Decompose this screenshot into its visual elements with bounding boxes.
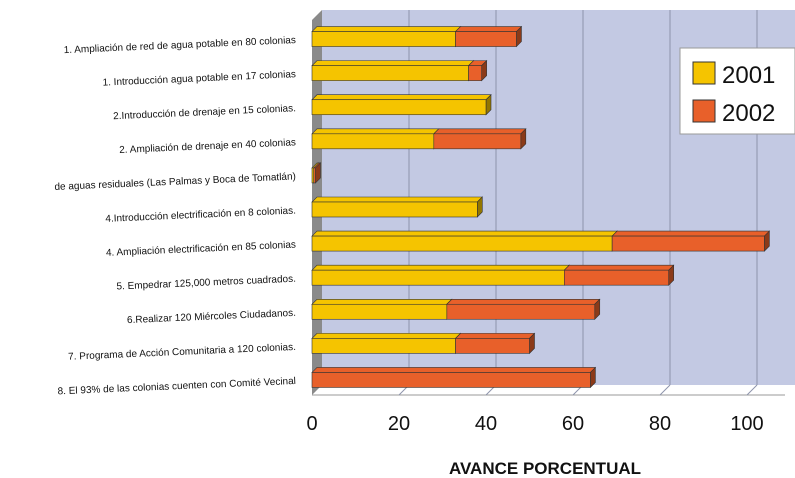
- legend: 2001 2002: [679, 47, 795, 135]
- bars: [311, 25, 771, 389]
- bar-2001-5: [311, 196, 484, 218]
- bar-2001-3: [311, 128, 440, 150]
- gridline-floor: [659, 384, 671, 396]
- x-tick-labels: 0 20 40 60 80 100: [306, 413, 763, 435]
- x-tick-label: 0: [306, 413, 317, 435]
- category-label-6: 4. Ampliación electrificación en 85 colo…: [106, 240, 296, 259]
- category-label-9: 7. Programa de Acción Comunitaria a 120 …: [68, 342, 296, 363]
- category-label-4: de aguas residuales (Las Palmas y Boca d…: [54, 171, 296, 193]
- bar-2001-2: [311, 94, 492, 116]
- category-label-8: 6.Realizar 120 Miércoles Ciudadanos.: [127, 308, 296, 326]
- category-label-10: 8. El 93% de las colonias cuenten con Co…: [57, 376, 296, 397]
- legend-label-2002: 2002: [722, 100, 775, 127]
- bar-2001-8: [311, 298, 453, 320]
- bar-2001-0: [311, 25, 462, 48]
- x-axis-title: AVANCE PORCENTUAL: [449, 459, 641, 478]
- bar-2002-9: [454, 332, 536, 355]
- gridline-floor: [746, 384, 758, 396]
- bar-2002-4: [313, 162, 322, 184]
- category-label-2: 2.Introducción de drenaje en 15 colonias…: [113, 103, 296, 122]
- category-label-5: 4.Introducción electrificación en 8 colo…: [105, 206, 296, 225]
- bar-2002-7: [563, 264, 675, 286]
- category-label-0: 1. Ampliación de red de agua potable en …: [63, 35, 296, 56]
- x-tick-label: 60: [562, 413, 584, 435]
- category-labels: 1. Ampliación de red de agua potable en …: [54, 35, 296, 397]
- x-tick-label: 100: [730, 413, 763, 435]
- legend-label-2001: 2001: [722, 62, 775, 89]
- bar-2001-1: [311, 59, 475, 82]
- category-label-7: 5. Empedrar 125,000 metros cuadrados.: [116, 274, 296, 293]
- x-tick-label: 80: [649, 413, 671, 435]
- bar-2001-9: [311, 332, 462, 355]
- bar-2002-8: [446, 298, 601, 320]
- bar-2001-7: [311, 264, 571, 286]
- bar-2002-10: [311, 366, 597, 389]
- category-label-3: 2. Ampliación de drenaje en 40 colonias: [119, 137, 296, 156]
- bar-2002-0: [454, 25, 523, 48]
- bar-2002-6: [611, 230, 771, 252]
- legend-swatch-2002: [692, 99, 716, 123]
- x-tick-label: 40: [475, 413, 497, 435]
- bar-2002-3: [433, 128, 527, 150]
- bar-2001-6: [311, 230, 618, 252]
- bar-2002-1: [467, 59, 488, 82]
- x-tick-label: 20: [388, 413, 410, 435]
- legend-swatch-2001: [692, 61, 716, 85]
- category-label-1: 1. Introducción agua potable en 17 colon…: [102, 69, 296, 88]
